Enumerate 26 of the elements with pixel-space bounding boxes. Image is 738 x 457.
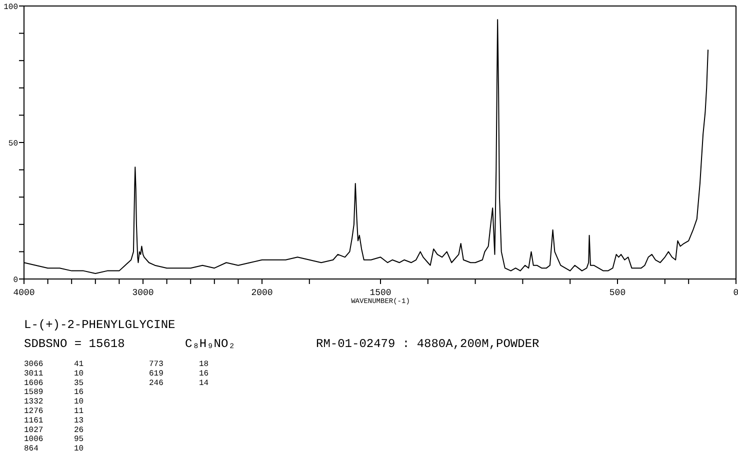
text: 1006 95 xyxy=(24,435,84,444)
x-tick-label: 1500 xyxy=(370,288,392,298)
text: 1276 11 xyxy=(24,407,84,416)
x-tick-label: 500 xyxy=(609,288,626,298)
text: C₈H₉NO₂ xyxy=(185,337,236,351)
text: 3011 10 xyxy=(24,369,84,378)
y-tick-label: 0 xyxy=(13,276,18,285)
text: SDBSNO = 15618 xyxy=(24,337,125,351)
text: RM-01-02479 : 4880A,200M,POWDER xyxy=(316,337,540,351)
text: 864 10 xyxy=(24,444,84,454)
text: 1606 35 xyxy=(24,378,84,388)
text: 1589 16 xyxy=(24,388,84,398)
text: 1027 26 xyxy=(24,426,84,435)
text: 1332 10 xyxy=(24,398,84,407)
text: 246 14 xyxy=(149,378,209,388)
x-tick-label: 3000 xyxy=(132,288,154,298)
text: 1161 13 xyxy=(24,416,84,426)
text: 3066 41 xyxy=(24,360,84,369)
text: L-(+)-2-PHENYLGLYCINE xyxy=(24,318,176,332)
y-tick-label: 50 xyxy=(8,140,18,148)
text: 619 16 xyxy=(149,369,209,378)
x-tick-label: 0 xyxy=(733,288,738,298)
x-tick-label: 2000 xyxy=(251,288,273,298)
x-tick-label: 4000 xyxy=(13,288,35,298)
text: 773 18 xyxy=(149,360,209,369)
y-tick-label: 100 xyxy=(4,3,18,12)
